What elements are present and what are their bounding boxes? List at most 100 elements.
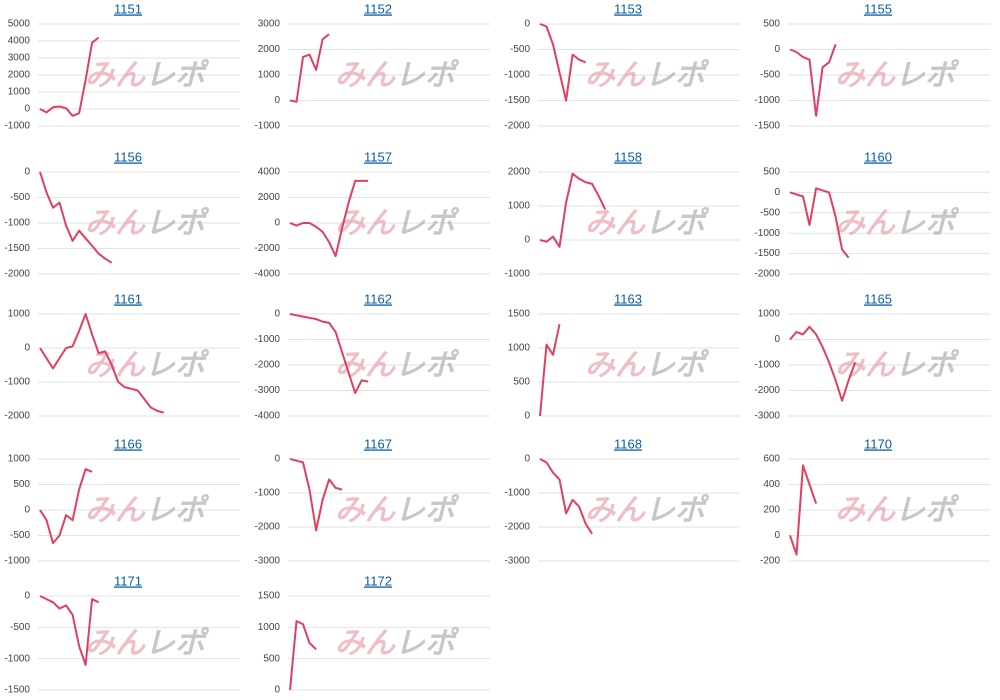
y-tick-label: 0: [24, 505, 30, 516]
chart-title[interactable]: 1151: [114, 1, 142, 16]
y-tick-label: 0: [774, 334, 780, 345]
y-tick-label: 1500: [508, 309, 531, 320]
y-tick-label: -1000: [504, 269, 530, 280]
chart-title[interactable]: 1168: [614, 436, 642, 451]
y-tick-label: -1000: [254, 121, 280, 132]
y-tick-label: -2000: [754, 269, 780, 280]
watermark: みんレポ: [85, 59, 210, 92]
data-line: [789, 44, 837, 117]
watermark: みんレポ: [585, 59, 710, 92]
y-tick-label: -2000: [4, 269, 30, 280]
watermark: みんレポ: [85, 494, 210, 527]
watermark: みんレポ: [585, 349, 710, 382]
y-tick-label: 1000: [508, 201, 531, 212]
y-tick-label: 0: [24, 591, 30, 602]
watermark: みんレポ: [835, 494, 960, 527]
y-tick-label: -1000: [754, 360, 780, 371]
y-tick-label: 0: [774, 187, 780, 198]
chart-title[interactable]: 1152: [364, 1, 392, 16]
y-tick-label: -500: [10, 622, 30, 633]
y-tick-label: -2000: [4, 411, 30, 422]
data-line: [539, 172, 607, 248]
y-tick-label: 2000: [258, 44, 281, 55]
data-line: [789, 464, 818, 556]
y-tick-label: 1500: [258, 591, 281, 602]
data-line: [39, 595, 100, 666]
y-tick-label: -2000: [504, 522, 530, 533]
data-line: [289, 33, 330, 103]
y-tick-label: -2000: [254, 522, 280, 533]
y-tick-label: -500: [10, 530, 30, 541]
watermark: みんレポ: [85, 627, 210, 660]
chart-title[interactable]: 1157: [364, 149, 392, 164]
y-tick-label: 500: [13, 479, 30, 490]
chart-title[interactable]: 1166: [114, 436, 142, 451]
chart-title[interactable]: 1155: [864, 1, 892, 16]
data-line: [39, 171, 113, 264]
data-line: [289, 313, 369, 395]
y-tick-label: 0: [524, 19, 530, 30]
y-tick-label: -4000: [254, 411, 280, 422]
y-tick-label: 1000: [758, 309, 781, 320]
y-tick-label: -1000: [504, 70, 530, 81]
watermark: みんレポ: [835, 59, 960, 92]
y-tick-label: 0: [774, 44, 780, 55]
y-tick-label: 0: [274, 95, 280, 106]
y-tick-label: 400: [763, 479, 780, 490]
y-tick-label: 5000: [8, 19, 31, 30]
watermark: みんレポ: [585, 494, 710, 527]
y-tick-label: 4000: [258, 167, 281, 178]
y-tick-label: 0: [24, 167, 30, 178]
chart-title[interactable]: 1162: [364, 291, 392, 306]
chart-title[interactable]: 1160: [864, 149, 892, 164]
y-tick-label: 0: [24, 104, 30, 115]
chart-title[interactable]: 1167: [364, 436, 392, 451]
y-tick-label: 0: [524, 454, 530, 465]
watermark: みんレポ: [585, 207, 710, 240]
y-tick-label: 3000: [8, 53, 31, 64]
chart-title[interactable]: 1165: [864, 291, 892, 306]
y-tick-label: -1000: [4, 377, 30, 388]
y-tick-label: 0: [24, 343, 30, 354]
watermark: みんレポ: [835, 207, 960, 240]
y-tick-label: -1000: [254, 334, 280, 345]
chart-title[interactable]: 1153: [614, 1, 642, 16]
chart-title[interactable]: 1172: [364, 573, 392, 588]
y-tick-label: 0: [274, 218, 280, 229]
y-tick-label: -1500: [4, 685, 30, 696]
y-tick-label: -1000: [754, 95, 780, 106]
y-tick-label: -2000: [504, 121, 530, 132]
y-tick-label: 0: [274, 309, 280, 320]
data-line: [289, 620, 317, 691]
y-tick-label: -2000: [754, 385, 780, 396]
data-line: [39, 468, 93, 545]
y-tick-label: 1000: [8, 309, 31, 320]
y-tick-label: -500: [760, 207, 780, 218]
chart-title[interactable]: 1170: [864, 436, 892, 451]
y-tick-label: -4000: [254, 269, 280, 280]
y-tick-label: -1500: [504, 95, 530, 106]
watermark: みんレポ: [335, 627, 460, 660]
y-tick-label: 0: [524, 235, 530, 246]
y-tick-label: 500: [763, 167, 780, 178]
data-line: [539, 23, 586, 102]
y-tick-label: -1000: [4, 218, 30, 229]
y-tick-label: 3000: [258, 19, 281, 30]
y-tick-label: -200: [760, 556, 780, 567]
chart-title[interactable]: 1161: [114, 291, 142, 306]
chart-title[interactable]: 1171: [114, 573, 142, 588]
y-tick-label: 0: [274, 685, 280, 696]
data-line: [39, 313, 165, 414]
y-tick-label: 0: [274, 454, 280, 465]
chart-title[interactable]: 1156: [114, 149, 142, 164]
y-tick-label: 1000: [8, 454, 31, 465]
chart-title[interactable]: 1158: [614, 149, 642, 164]
y-tick-label: -500: [510, 44, 530, 55]
y-tick-label: -1000: [4, 653, 30, 664]
y-tick-label: -1000: [4, 121, 30, 132]
watermark: みんレポ: [335, 349, 460, 382]
chart-title[interactable]: 1163: [614, 291, 642, 306]
y-tick-label: -3000: [254, 385, 280, 396]
y-tick-label: 1000: [258, 70, 281, 81]
